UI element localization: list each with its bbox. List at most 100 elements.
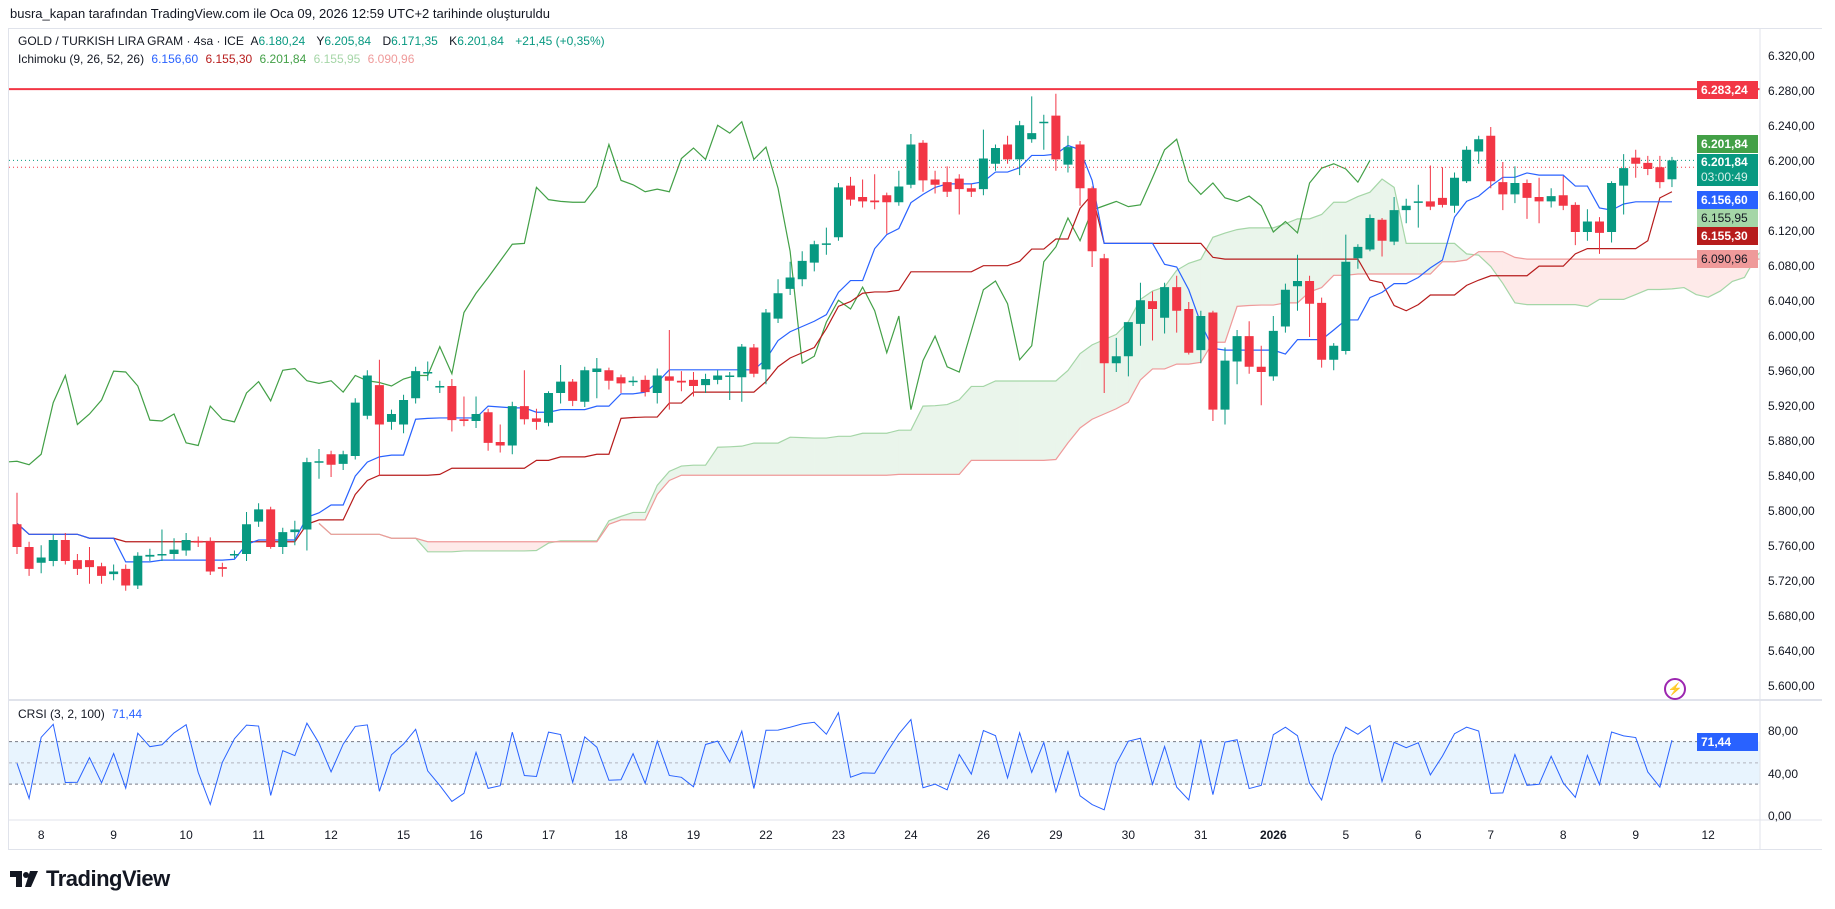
candle[interactable] xyxy=(544,391,554,427)
candle[interactable] xyxy=(12,492,22,554)
candle[interactable] xyxy=(1498,162,1508,211)
candle[interactable] xyxy=(459,396,469,427)
candle[interactable] xyxy=(254,503,264,527)
candle[interactable] xyxy=(326,450,336,477)
candle[interactable] xyxy=(785,261,795,295)
candle[interactable] xyxy=(1474,135,1484,164)
candle[interactable] xyxy=(1148,291,1158,341)
candle[interactable] xyxy=(773,279,783,323)
candle[interactable] xyxy=(628,376,638,386)
candle[interactable] xyxy=(1123,322,1133,377)
candle[interactable] xyxy=(652,368,662,404)
candle[interactable] xyxy=(169,538,179,560)
candle[interactable] xyxy=(1413,184,1423,228)
candle[interactable] xyxy=(1280,283,1290,333)
candle[interactable] xyxy=(1510,166,1520,204)
candle[interactable] xyxy=(302,457,312,551)
candle[interactable] xyxy=(1232,330,1242,385)
tradingview-logo[interactable]: TradingView xyxy=(10,866,170,892)
candle[interactable] xyxy=(242,512,252,561)
candle[interactable] xyxy=(688,372,698,397)
candle[interactable] xyxy=(314,449,324,479)
candle[interactable] xyxy=(1655,155,1665,189)
candle[interactable] xyxy=(1087,186,1097,268)
candle[interactable] xyxy=(749,344,759,378)
candle[interactable] xyxy=(519,370,529,425)
candle[interactable] xyxy=(1631,149,1641,178)
lightning-icon[interactable]: ⚡ xyxy=(1664,678,1686,700)
candle[interactable] xyxy=(229,550,239,559)
candle[interactable] xyxy=(1099,253,1109,393)
candle[interactable] xyxy=(1450,172,1460,213)
candle[interactable] xyxy=(616,374,626,393)
candle[interactable] xyxy=(1317,297,1327,368)
candle[interactable] xyxy=(193,536,203,548)
candle[interactable] xyxy=(1305,275,1315,337)
candle[interactable] xyxy=(1220,347,1230,425)
candle[interactable] xyxy=(978,129,988,196)
candle[interactable] xyxy=(266,506,276,549)
candle[interactable] xyxy=(60,533,70,565)
candle[interactable] xyxy=(447,379,457,432)
candle[interactable] xyxy=(809,240,819,272)
candle[interactable] xyxy=(1365,214,1375,252)
candle[interactable] xyxy=(761,309,771,385)
candle[interactable] xyxy=(1268,316,1278,381)
symbol-name[interactable]: GOLD / TURKISH LIRA GRAM · 4sa · ICE xyxy=(18,34,244,48)
candle[interactable] xyxy=(1135,282,1145,346)
candle[interactable] xyxy=(1534,177,1544,224)
candle[interactable] xyxy=(133,552,143,589)
candle[interactable] xyxy=(1486,127,1496,189)
candle[interactable] xyxy=(676,371,686,392)
candle[interactable] xyxy=(1196,310,1206,364)
candle[interactable] xyxy=(1208,310,1218,421)
candle[interactable] xyxy=(568,379,578,407)
candle[interactable] xyxy=(399,394,409,434)
candle[interactable] xyxy=(362,370,372,420)
crsi-legend[interactable]: CRSI (3, 2, 100) 71,44 xyxy=(18,707,146,721)
candle[interactable] xyxy=(1111,337,1121,372)
candle[interactable] xyxy=(942,166,952,197)
candle[interactable] xyxy=(338,450,348,470)
candle[interactable] xyxy=(1522,179,1532,219)
symbol-legend[interactable]: GOLD / TURKISH LIRA GRAM · 4sa · ICE A6.… xyxy=(18,34,609,48)
candle[interactable] xyxy=(1546,188,1556,208)
candle[interactable] xyxy=(894,170,904,206)
candle[interactable] xyxy=(205,537,215,575)
candle[interactable] xyxy=(121,564,131,591)
candle[interactable] xyxy=(1003,135,1013,164)
candle[interactable] xyxy=(1329,343,1339,371)
candle[interactable] xyxy=(882,192,892,234)
candle[interactable] xyxy=(592,358,602,399)
ichimoku-name[interactable]: Ichimoku (9, 26, 52, 26) xyxy=(18,52,145,66)
candle[interactable] xyxy=(1341,234,1351,355)
candle[interactable] xyxy=(290,520,300,546)
candle[interactable] xyxy=(1619,154,1629,215)
candle[interactable] xyxy=(1075,141,1085,206)
candle[interactable] xyxy=(471,396,481,429)
candle[interactable] xyxy=(1462,146,1472,183)
candle[interactable] xyxy=(1570,202,1580,246)
candle[interactable] xyxy=(386,409,396,430)
candle[interactable] xyxy=(1063,135,1073,173)
candle[interactable] xyxy=(1244,321,1254,374)
candle[interactable] xyxy=(701,373,711,393)
candle[interactable] xyxy=(713,370,723,385)
candle[interactable] xyxy=(1039,114,1049,150)
candle[interactable] xyxy=(350,398,360,460)
candle[interactable] xyxy=(1425,165,1435,211)
candle[interactable] xyxy=(495,424,505,453)
candle[interactable] xyxy=(1027,96,1037,143)
candle[interactable] xyxy=(1558,176,1568,211)
candle[interactable] xyxy=(664,330,674,410)
candle[interactable] xyxy=(833,183,843,241)
candle[interactable] xyxy=(1184,302,1194,355)
candle[interactable] xyxy=(1256,345,1266,406)
candle[interactable] xyxy=(181,533,191,556)
candle[interactable] xyxy=(954,174,964,215)
candle[interactable] xyxy=(1437,167,1447,208)
candle[interactable] xyxy=(157,529,167,562)
candle[interactable] xyxy=(1594,217,1604,254)
candle[interactable] xyxy=(604,367,614,390)
